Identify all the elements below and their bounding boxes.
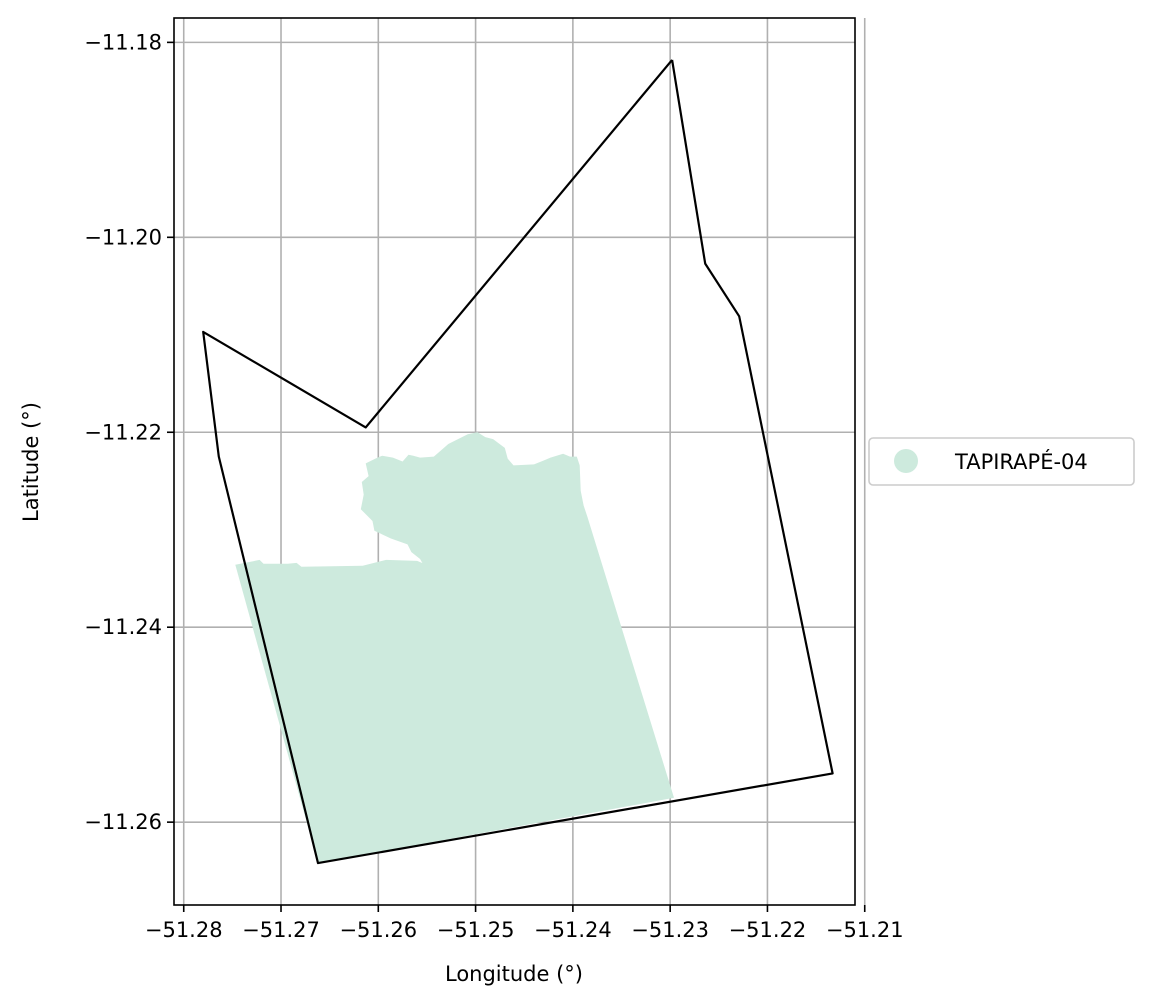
x-tick-label: −51.28 bbox=[145, 918, 223, 942]
study-area-layer bbox=[235, 432, 675, 864]
legend: TAPIRAPÉ-04 bbox=[868, 437, 1135, 486]
legend-label: TAPIRAPÉ-04 bbox=[954, 449, 1088, 474]
y-tick-label: −11.26 bbox=[84, 810, 162, 834]
legend-marker-icon bbox=[894, 449, 918, 473]
boundary-layer bbox=[202, 59, 834, 865]
plot-frame bbox=[173, 17, 856, 906]
y-tick-label: −11.22 bbox=[84, 420, 162, 444]
x-tick-label: −51.24 bbox=[534, 918, 612, 942]
legend-frame bbox=[868, 437, 1135, 486]
x-tick-label: −51.21 bbox=[826, 918, 904, 942]
y-tick-label: −11.20 bbox=[84, 225, 162, 249]
x-tick-label: −51.27 bbox=[242, 918, 320, 942]
x-axis-title: Longitude (°) bbox=[445, 962, 583, 986]
x-tick-label: −51.26 bbox=[339, 918, 417, 942]
x-tick-label: −51.25 bbox=[437, 918, 515, 942]
y-axis-ticks: −11.18 −11.20 −11.22 −11.24 −11.26 bbox=[84, 30, 174, 834]
x-axis-ticks: −51.28 −51.27 −51.26 −51.25 −51.24 −51.23 −51.… bbox=[145, 905, 904, 942]
y-axis-title: Latitude (°) bbox=[19, 402, 43, 522]
y-tick-label: −11.24 bbox=[84, 615, 162, 639]
y-tick-label: −11.18 bbox=[84, 30, 162, 54]
x-tick-label: −51.23 bbox=[631, 918, 709, 942]
x-tick-label: −51.22 bbox=[729, 918, 807, 942]
study-area-region bbox=[235, 432, 675, 864]
boundary-outline bbox=[202, 59, 834, 865]
